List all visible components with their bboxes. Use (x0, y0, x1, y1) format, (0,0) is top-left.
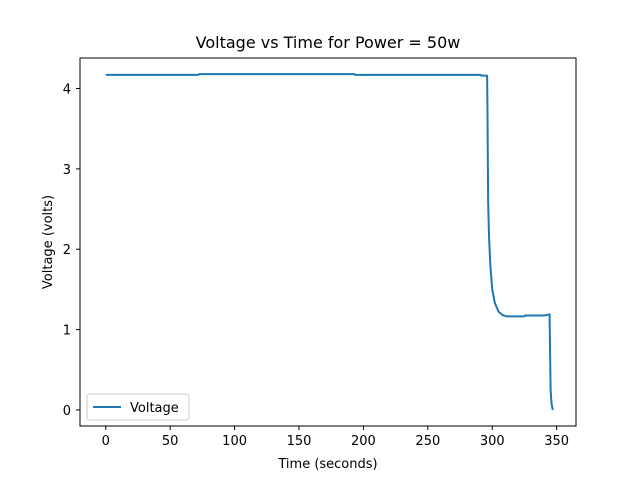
y-tick-label: 2 (63, 243, 71, 258)
y-tick-label: 4 (63, 83, 71, 98)
legend-label-voltage: Voltage (130, 401, 179, 416)
x-tick-label: 50 (162, 434, 179, 449)
legend-box (86, 393, 190, 421)
x-tick-label: 0 (102, 434, 110, 449)
legend: Voltage (86, 393, 190, 421)
x-tick-label: 250 (415, 434, 440, 449)
chart-title: Voltage vs Time for Power = 50w (196, 33, 461, 52)
plot-area (105, 73, 554, 411)
y-tick-label: 1 (63, 324, 71, 339)
x-tick-label: 350 (544, 434, 569, 449)
x-axis-label: Time (seconds) (277, 457, 377, 472)
series-line-voltage (105, 73, 554, 411)
y-tick-label: 0 (63, 404, 71, 419)
x-tick-label: 150 (287, 434, 312, 449)
x-tick-label: 100 (222, 434, 247, 449)
x-tick-label: 200 (351, 434, 376, 449)
axis-ticks: 0 50 100 150 200 250 300 350 0 1 2 3 4 (63, 83, 569, 449)
y-axis-label: Voltage (volts) (41, 195, 56, 289)
plot-frame (79, 57, 577, 427)
x-tick-label: 300 (480, 434, 505, 449)
y-tick-label: 3 (63, 163, 71, 178)
